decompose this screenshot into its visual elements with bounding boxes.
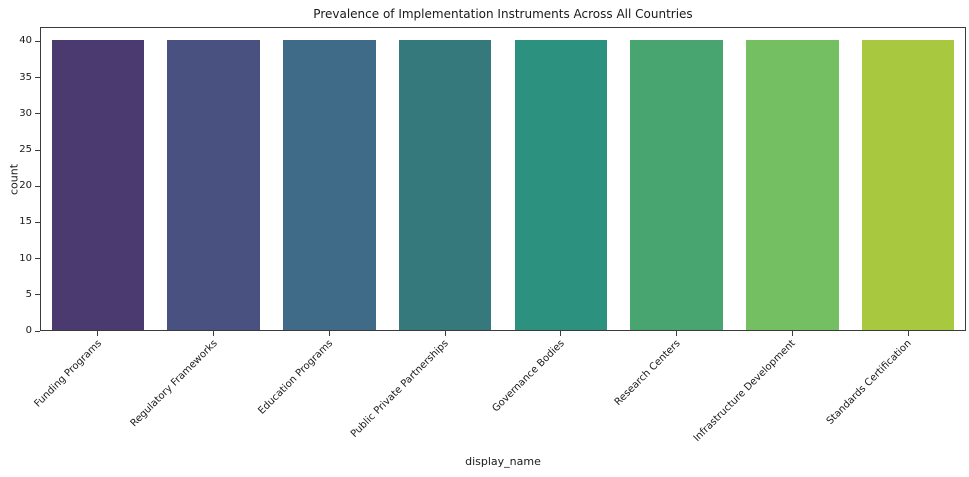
- y-tick-mark: [35, 40, 40, 42]
- x-tick-label: Research Centers: [612, 338, 683, 408]
- y-tick-label: 35: [19, 71, 32, 83]
- bar-education-programs: [283, 40, 376, 330]
- y-tick-label: 0: [25, 325, 32, 336]
- y-tick-mark: [35, 77, 40, 79]
- bar-public-private-partnerships: [398, 40, 492, 330]
- bar-infrastructure-development: [746, 40, 839, 330]
- x-axis-label: display_name: [465, 455, 541, 468]
- x-tick-mark: [791, 331, 793, 336]
- x-tick-label: Governance Bodies: [490, 338, 567, 415]
- bar-funding-programs: [51, 40, 145, 330]
- x-tick-label: Standards Certification: [824, 338, 914, 428]
- y-tick-mark: [35, 258, 40, 260]
- y-tick-label: 25: [19, 144, 32, 156]
- plot-area: [40, 27, 966, 331]
- x-tick-mark: [97, 331, 99, 336]
- y-tick-mark: [35, 113, 40, 115]
- y-tick-label: 20: [19, 180, 32, 192]
- x-tick-mark: [328, 331, 330, 336]
- x-tick-label: Funding Programs: [32, 338, 104, 410]
- y-tick-label: 30: [19, 107, 32, 119]
- y-tick-mark: [35, 330, 40, 332]
- y-tick-label: 5: [25, 288, 32, 300]
- x-tick-label: Regulatory Frameworks: [128, 338, 220, 430]
- x-tick-label: Education Programs: [256, 338, 336, 417]
- y-tick-label: 15: [19, 216, 32, 228]
- x-tick-mark: [213, 331, 215, 336]
- x-tick-mark: [444, 331, 446, 336]
- y-tick-label: 10: [19, 252, 32, 264]
- bar-research-centers: [630, 40, 723, 330]
- y-tick-label: 40: [19, 35, 32, 47]
- chart-title: Prevalence of Implementation Instruments…: [313, 7, 693, 21]
- x-tick-mark: [560, 331, 562, 336]
- y-tick-mark: [35, 185, 40, 187]
- x-tick-mark: [907, 331, 909, 336]
- x-tick-mark: [676, 331, 678, 336]
- x-tick-label: Infrastructure Development: [692, 338, 799, 445]
- y-tick-mark: [35, 294, 40, 296]
- bar-governance-bodies: [514, 40, 608, 330]
- bar-standards-certification: [861, 40, 955, 330]
- y-tick-mark: [35, 221, 40, 223]
- bar-regulatory-frameworks: [167, 40, 260, 330]
- x-tick-label: Public Private Partnerships: [349, 338, 451, 440]
- y-tick-mark: [35, 149, 40, 151]
